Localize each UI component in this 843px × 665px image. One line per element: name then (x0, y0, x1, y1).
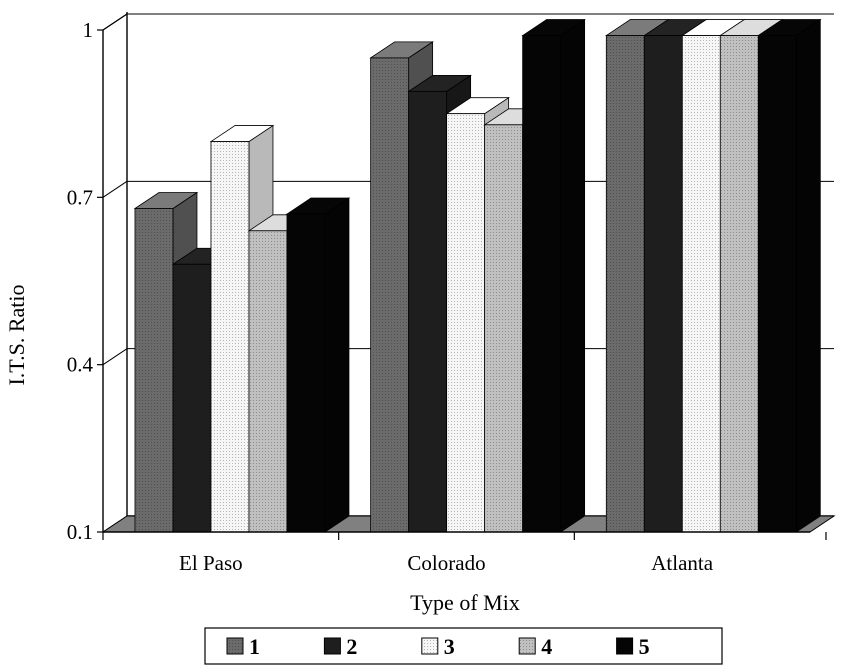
legend-label-1: 1 (249, 634, 260, 659)
bar-front-face (408, 90, 448, 533)
bar-texture (248, 230, 287, 533)
legend-item-5: 5 (616, 634, 650, 659)
bar-front-face (522, 35, 562, 533)
axes (97, 29, 827, 540)
legend-swatch-texture (421, 638, 438, 654)
legend-label-4: 4 (541, 634, 552, 659)
y-tick-labels: 0.1 0.4 0.7 1 (67, 18, 94, 544)
bar-texture (210, 141, 249, 533)
bar-texture (370, 57, 409, 533)
gridline-side-1 (102, 348, 128, 366)
legend-item-3: 3 (421, 634, 455, 659)
gridline-side-3 (102, 13, 128, 31)
legend-label-2: 2 (346, 634, 357, 659)
bar-front-face (643, 35, 683, 533)
bar-texture (484, 124, 523, 533)
bars-group (133, 18, 822, 533)
bar-side-face (560, 18, 586, 533)
legend-label-3: 3 (444, 634, 455, 659)
bar-el-paso-series-5 (285, 197, 351, 533)
bar-front-face (172, 263, 212, 533)
bar-front-face (286, 213, 326, 533)
y-axis-title: I.T.S. Ratio (4, 284, 29, 385)
bar-texture (134, 208, 173, 532)
y-tick-label-0: 0.1 (67, 520, 93, 544)
legend-swatch-5 (616, 637, 634, 655)
legend-item-4: 4 (518, 634, 552, 659)
x-axis-title: Type of Mix (410, 590, 520, 615)
bar-texture (606, 35, 645, 532)
x-tick-labels: El Paso Colorado Atlanta (179, 551, 714, 575)
legend-item-1: 1 (226, 634, 260, 659)
legend-swatch-texture (519, 638, 536, 654)
y-tick-label-1: 0.4 (67, 353, 94, 377)
bar-front-face (757, 35, 797, 533)
bar-side-face (795, 18, 821, 533)
legend-swatch-2 (323, 637, 341, 655)
x-tick-label-1: Colorado (407, 551, 485, 575)
legend-label-5: 5 (639, 634, 650, 659)
y-tick-label-2: 0.7 (67, 185, 93, 209)
bar-atlanta-series-5 (756, 18, 822, 533)
y-tick-label-3: 1 (83, 18, 94, 42)
x-tick-label-0: El Paso (179, 551, 243, 575)
x-tick-label-2: Atlanta (651, 551, 713, 575)
gridline-side-2 (102, 180, 128, 198)
legend-item-2: 2 (323, 634, 357, 659)
bar-side-face (324, 197, 350, 533)
bar-texture (720, 35, 759, 532)
legend-swatch-texture (227, 638, 243, 654)
legend: 1 2 3 4 5 (204, 627, 723, 665)
bar-texture (682, 35, 721, 532)
bar-texture (446, 113, 485, 533)
bar-colorado-series-5 (521, 18, 586, 533)
legend-box (204, 627, 723, 665)
